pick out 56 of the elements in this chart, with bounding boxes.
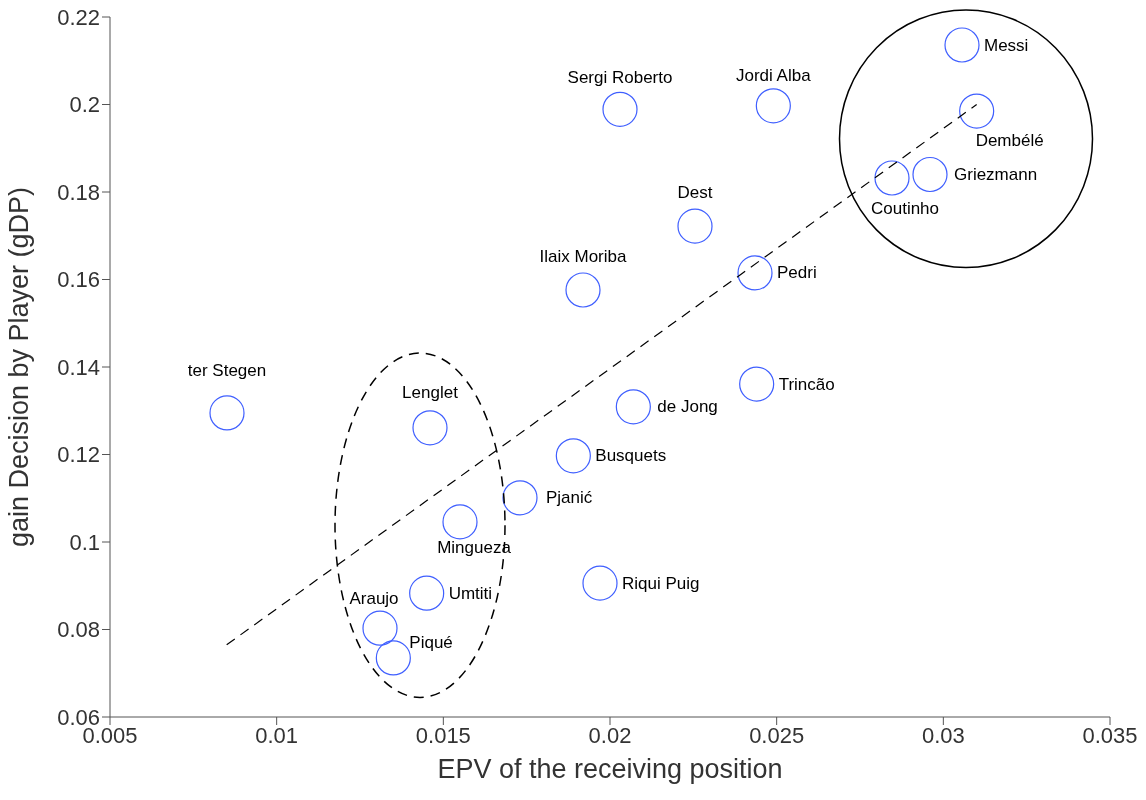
annotation: Pedri <box>777 263 817 283</box>
point <box>582 565 618 601</box>
annotation: Pjanić <box>546 488 593 508</box>
annotation: Lenglet <box>402 383 459 403</box>
point <box>944 27 980 63</box>
x-tick-label: 0.015 <box>415 722 471 748</box>
y-tick-label: 0.18 <box>57 179 100 205</box>
annotation: Trincão <box>778 374 835 394</box>
annotation: de Jong <box>657 397 718 417</box>
annotation: Dest <box>677 182 713 202</box>
annotation: Coutinho <box>870 198 940 218</box>
y-tick-label: 0.16 <box>57 267 100 293</box>
annotation: Mingueza <box>437 538 512 558</box>
point <box>362 610 398 646</box>
y-tick-label: 0.08 <box>57 617 100 643</box>
point <box>739 366 775 402</box>
x-tick-label: 0.02 <box>588 722 632 748</box>
y-tick-label: 0.14 <box>57 354 100 380</box>
annotation: Messi <box>984 35 1029 55</box>
point <box>677 208 713 244</box>
point <box>602 91 638 127</box>
x-tick-label: 0.025 <box>749 722 805 748</box>
y-tick-label: 0.1 <box>69 529 100 555</box>
point <box>409 575 445 611</box>
annotation: Sergi Roberto <box>567 67 673 87</box>
annotation: Ilaix Moriba <box>539 246 627 266</box>
annotation: ter Stegen <box>187 361 267 381</box>
x-tick-label: 0.035 <box>1082 722 1138 748</box>
point <box>502 480 538 516</box>
annotation: Araujo <box>349 588 399 608</box>
x-tick-label: 0.01 <box>255 722 299 748</box>
annotation: Griezmann <box>954 165 1038 184</box>
x-axis-title: EPV of the receiving position <box>437 754 783 784</box>
point <box>912 156 948 193</box>
annotation: Umtiti <box>448 583 493 603</box>
point <box>375 640 411 676</box>
point <box>874 160 910 196</box>
point <box>959 93 995 129</box>
point <box>555 438 591 474</box>
annotation: Piqué <box>409 633 453 653</box>
annotation: Dembélé <box>975 130 1044 150</box>
point <box>755 88 791 124</box>
y-tick-label: 0.12 <box>57 442 100 468</box>
point <box>565 272 601 308</box>
y-tick-label: 0.22 <box>57 4 100 30</box>
annotation: Riqui Puig <box>622 573 700 593</box>
annotation: Jordi Alba <box>736 66 812 86</box>
point <box>209 395 245 431</box>
y-axis-title: gain Decision by Player (gDP) <box>3 186 34 548</box>
point <box>737 255 773 291</box>
annotation: Busquets <box>595 446 667 466</box>
point <box>615 389 651 425</box>
point <box>442 504 478 540</box>
y-tick-label: 0.2 <box>69 92 100 118</box>
point <box>412 410 448 446</box>
x-tick-label: 0.03 <box>921 722 965 748</box>
